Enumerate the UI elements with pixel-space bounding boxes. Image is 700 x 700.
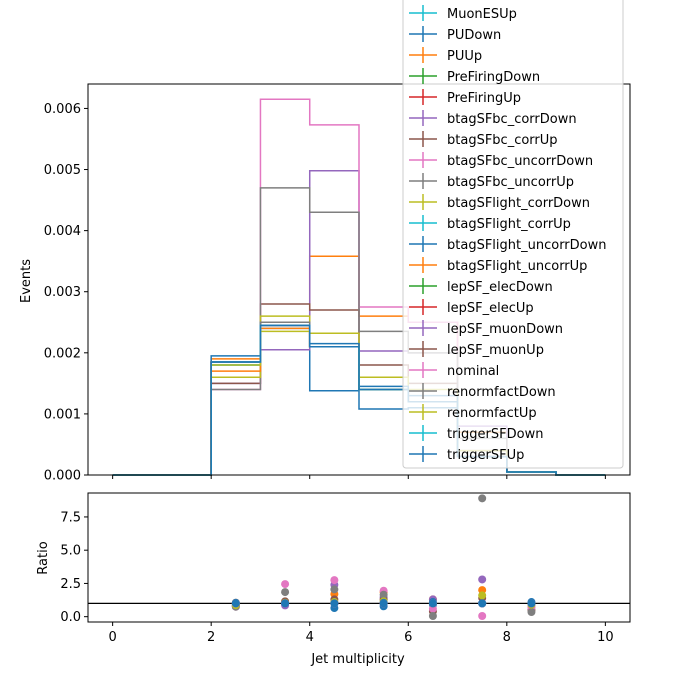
- legend-label: PUDown: [447, 28, 501, 43]
- ratio-y-tick-label: 2.5: [60, 577, 81, 592]
- legend-entry-renormfactDown: renormfactDown: [409, 383, 556, 400]
- legend-label: btagSFlight_uncorrUp: [447, 259, 587, 274]
- hist-series-triggerSFUp: [112, 324, 606, 476]
- legend-entry-btagSFlight_corrDown: btagSFlight_corrDown: [409, 194, 590, 211]
- legend-entry-lepSF_muonDown: lepSF_muonDown: [409, 320, 563, 337]
- ratio-axes-frame: [87, 492, 631, 623]
- ratio-point-btagSFbc_uncorrUp: [478, 494, 487, 503]
- ratio-point-btagSFbc_uncorrUp: [379, 590, 388, 599]
- ratio-y-tick-label: 5.0: [60, 544, 81, 559]
- legend-entry-btagSFbc_uncorrUp: btagSFbc_uncorrUp: [409, 173, 574, 190]
- ratio-point-btagSFbc_uncorrDown: [478, 612, 487, 621]
- legend-entry-lepSF_elecDown: lepSF_elecDown: [409, 278, 553, 295]
- ratio-x-tick-label: 8: [503, 630, 511, 645]
- legend-entry-triggerSFUp: triggerSFUp: [409, 446, 524, 463]
- legend-label: lepSF_elecUp: [447, 301, 534, 316]
- ratio-x-tick-label: 2: [207, 630, 215, 645]
- legend-entry-btagSFbc_uncorrDown: btagSFbc_uncorrDown: [409, 152, 593, 169]
- legend-label: btagSFbc_corrUp: [447, 133, 558, 148]
- ratio-point-btagSFbc_uncorrUp: [330, 585, 339, 594]
- ratio-point-triggerSFUp: [231, 599, 240, 608]
- main-axes-frame: [87, 83, 631, 476]
- ratio-point-btagSFbc_uncorrUp: [281, 588, 290, 597]
- main-y-tick-label: 0.001: [44, 407, 81, 422]
- legend-entry-PreFiringUp: PreFiringUp: [409, 89, 521, 106]
- y-axis-label-events: Events: [19, 259, 34, 303]
- ratio-point-triggerSFUp: [379, 599, 388, 608]
- ratio-x-tick-label: 6: [404, 630, 412, 645]
- legend-label: lepSF_muonUp: [447, 343, 544, 358]
- legend-entry-renormfactUp: renormfactUp: [409, 404, 537, 421]
- ratio-point-triggerSFUp: [527, 599, 536, 608]
- legend: MuonESUp PUDown PUUp PreFiringDown PreFiring…: [402, 0, 624, 469]
- legend-entry-MuonESUp: MuonESUp: [409, 5, 517, 22]
- ratio-point-btagSFlight_corrDown: [478, 591, 487, 600]
- legend-entry-lepSF_elecUp: lepSF_elecUp: [409, 299, 534, 316]
- main-histogram-panel: 0.000 0.001 0.002 0.003 0.004 0.005 0.006: [44, 83, 631, 484]
- legend-entry-lepSF_muonUp: lepSF_muonUp: [409, 341, 544, 358]
- ratio-y-tick-label: 0.0: [60, 610, 81, 625]
- legend-label: PreFiringUp: [447, 91, 521, 106]
- ratio-point-btagSFbc_corrDown: [478, 575, 487, 584]
- ratio-x-tick-label: 10: [597, 630, 614, 645]
- legend-label: triggerSFUp: [447, 448, 524, 463]
- ratio-point-btagSFbc_uncorrDown: [330, 576, 339, 585]
- legend-label: renormfactDown: [447, 385, 556, 400]
- ratio-point-btagSFbc_uncorrUp: [527, 608, 536, 617]
- legend-entry-btagSFbc_corrUp: btagSFbc_corrUp: [409, 131, 558, 148]
- ratio-point-btagSFbc_uncorrDown: [281, 580, 290, 589]
- main-y-tick-label: 0.005: [44, 163, 81, 178]
- legend-entry-btagSFlight_uncorrDown: btagSFlight_uncorrDown: [409, 236, 607, 253]
- main-y-tick-label: 0.004: [44, 224, 81, 239]
- x-axis-label: Jet multiplicity: [310, 652, 405, 667]
- legend-label: nominal: [447, 364, 499, 379]
- legend-label: btagSFlight_uncorrDown: [447, 238, 607, 253]
- main-y-tick-label: 0.002: [44, 346, 81, 361]
- legend-entry-nominal: nominal: [409, 362, 499, 379]
- ratio-point-btagSFbc_uncorrUp: [428, 612, 437, 621]
- legend-label: btagSFbc_uncorrDown: [447, 154, 593, 169]
- legend-label: lepSF_elecDown: [447, 280, 553, 295]
- legend-label: btagSFlight_corrDown: [447, 196, 590, 211]
- ratio-point-triggerSFUp: [330, 599, 339, 608]
- legend-label: btagSFbc_uncorrUp: [447, 175, 574, 190]
- legend-label: PreFiringDown: [447, 70, 540, 85]
- legend-entry-triggerSFDown: triggerSFDown: [409, 425, 543, 442]
- y-axis-label-ratio: Ratio: [36, 541, 51, 574]
- ratio-y-tick-label: 7.5: [60, 510, 81, 525]
- ratio-panel: 0.0 2.5 5.0 7.5 0 2 4 6 8 10: [60, 492, 631, 645]
- legend-label: renormfactUp: [447, 406, 537, 421]
- ratio-point-triggerSFUp: [428, 599, 437, 608]
- legend-entry-btagSFbc_corrDown: btagSFbc_corrDown: [409, 110, 577, 127]
- ratio-x-tick-label: 0: [108, 630, 116, 645]
- legend-label: btagSFbc_corrDown: [447, 112, 577, 127]
- legend-frame: [402, 0, 624, 469]
- legend-entry-btagSFlight_uncorrUp: btagSFlight_uncorrUp: [409, 257, 587, 274]
- ratio-point-triggerSFUp: [281, 599, 290, 608]
- legend-entry-PUUp: PUUp: [409, 47, 482, 64]
- legend-label: PUUp: [447, 49, 482, 64]
- legend-entry-PreFiringDown: PreFiringDown: [409, 68, 540, 85]
- legend-label: triggerSFDown: [447, 427, 543, 442]
- main-y-tick-label: 0.000: [44, 469, 81, 484]
- main-y-tick-label: 0.003: [44, 285, 81, 300]
- legend-entry-btagSFlight_corrUp: btagSFlight_corrUp: [409, 215, 571, 232]
- ratio-x-tick-label: 4: [306, 630, 314, 645]
- legend-label: MuonESUp: [447, 7, 517, 22]
- legend-entry-PUDown: PUDown: [409, 26, 501, 43]
- legend-label: btagSFlight_corrUp: [447, 217, 571, 232]
- legend-label: lepSF_muonDown: [447, 322, 563, 337]
- ratio-point-triggerSFUp: [478, 599, 487, 608]
- main-y-tick-label: 0.006: [44, 102, 81, 117]
